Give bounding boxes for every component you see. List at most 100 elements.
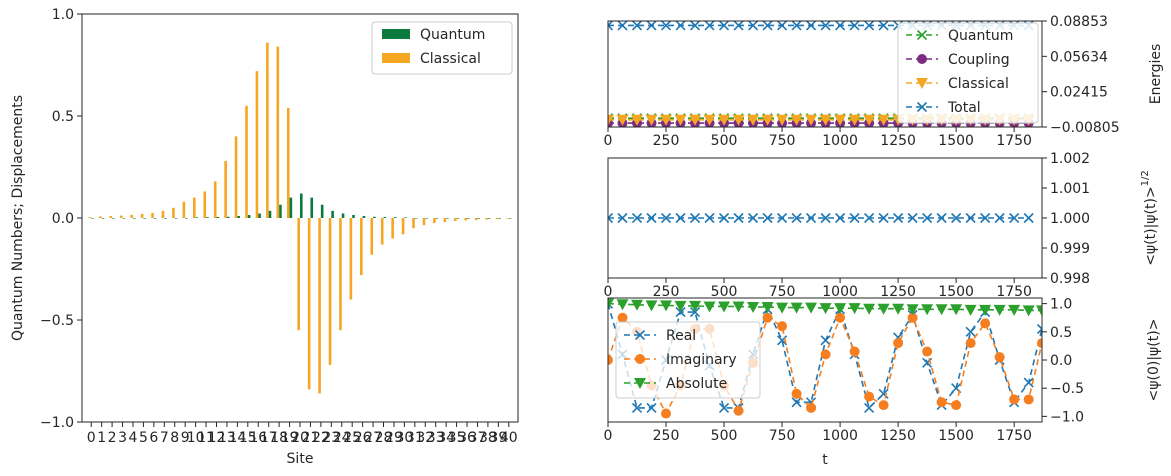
marker-classical-6 (689, 114, 702, 126)
x-tick-label: 38 (479, 430, 497, 446)
marker-absolute-14 (805, 302, 818, 314)
bar-classical-37 (474, 218, 478, 221)
marker-norm-28-b (1009, 212, 1020, 224)
x-tick-label: 750 (769, 284, 796, 300)
x-tick-label: 0 (604, 284, 613, 300)
x-tick-label: 32 (416, 430, 434, 446)
marker-absolute-27 (993, 304, 1006, 316)
legend-marker-absolute (634, 378, 646, 389)
bar-quantum-12 (216, 216, 220, 218)
marker-total-6 (689, 21, 701, 31)
bar-quantum-10 (195, 217, 199, 218)
bar-classical-39 (495, 218, 499, 220)
x-tick-label: 22 (312, 430, 330, 446)
marker-total-5 (675, 21, 686, 31)
marker-absolute-16 (834, 303, 847, 315)
x-tick-label: 16 (249, 430, 267, 446)
marker-total-16-b (835, 21, 846, 31)
marker-norm-18 (864, 212, 875, 224)
marker-absolute-29 (1022, 305, 1035, 317)
x-tick-label: 750 (769, 428, 796, 444)
x-tick-label: 18 (270, 430, 288, 446)
x-tick-label: 34 (437, 430, 455, 446)
bar-classical-17 (266, 42, 269, 219)
marker-absolute-23 (935, 304, 948, 316)
x-tick-label: 29 (385, 430, 403, 446)
marker-classical-8 (718, 114, 731, 126)
x-tick-label: 1500 (938, 428, 974, 444)
bar-quantum-27 (373, 216, 376, 218)
marker-absolute-9 (732, 301, 745, 313)
bar-quantum-28 (383, 216, 387, 218)
marker-norm-13 (791, 212, 802, 224)
x-tick-label: 250 (653, 284, 680, 300)
bar-quantum-39 (498, 218, 501, 219)
marker-absolute-4 (660, 300, 673, 312)
bar-quantum-40 (508, 218, 512, 219)
y-tick-label: 1.0 (52, 7, 74, 23)
marker-norm-4-b (660, 212, 672, 224)
x-axis-label: t (822, 452, 828, 468)
marker-imaginary-15 (820, 349, 831, 360)
marker-total-12-b (776, 21, 788, 31)
marker-norm-22-b (922, 212, 933, 224)
marker-real-13-b (791, 397, 802, 408)
x-tick-label: 12 (208, 430, 226, 446)
legend-label-imaginary: Imaginary (666, 352, 737, 368)
marker-norm-23-b (936, 212, 947, 224)
marker-norm-18-b (864, 212, 875, 224)
bar-quantum-3 (122, 218, 126, 219)
x-tick-label: 250 (653, 133, 680, 149)
marker-total-18-b (864, 21, 875, 31)
bar-quantum-4 (132, 218, 136, 219)
bar-classical-15 (245, 105, 248, 218)
bar-classical-14 (234, 136, 238, 218)
marker-imaginary-24 (951, 400, 962, 411)
marker-total-2 (631, 21, 643, 31)
bar-classical-31 (412, 218, 415, 229)
marker-norm-20-b (893, 212, 904, 224)
x-tick-label: 33 (427, 430, 445, 446)
bar-quantum-38 (487, 218, 491, 219)
legend-marker-real-b (634, 329, 646, 341)
x-tick-label: 500 (711, 133, 738, 149)
bar-classical-3 (119, 215, 123, 218)
bar-quantum-30 (404, 217, 407, 218)
marker-absolute-18 (863, 303, 876, 315)
marker-real-19-b (878, 388, 889, 399)
marker-norm-24 (951, 212, 962, 224)
marker-imaginary-26 (980, 318, 991, 329)
x-tick-label: 27 (364, 430, 382, 446)
y-axis-label-exponent: 1/2 (1140, 170, 1151, 186)
plot-frame (607, 20, 1043, 128)
marker-norm-11-b (762, 212, 773, 224)
bar-quantum-18 (279, 204, 282, 218)
marker-norm-27-b (994, 212, 1005, 224)
marker-classical-12 (776, 114, 789, 126)
marker-absolute-1 (616, 299, 629, 311)
marker-absolute-26 (979, 304, 992, 316)
x-tick-label: 1500 (938, 284, 974, 300)
x-tick-label: 1250 (880, 428, 916, 444)
x-tick-label: 31 (406, 430, 424, 446)
marker-absolute-25 (964, 304, 977, 316)
y-tick-label: 0.08853 (1050, 14, 1108, 30)
y-tick-label: 0.998 (1050, 271, 1090, 287)
x-tick-label: 500 (711, 284, 738, 300)
x-tick-label: 10 (187, 430, 205, 446)
marker-norm-9-b (733, 212, 744, 224)
bar-quantum-20 (300, 193, 303, 218)
marker-imaginary-1 (617, 312, 628, 323)
bar-classical-35 (453, 218, 457, 222)
marker-absolute-30 (1036, 305, 1042, 317)
bar-quantum-8 (174, 218, 178, 219)
marker-real-5-b (675, 307, 686, 318)
legend-marker-classical (916, 78, 928, 89)
marker-norm-1-b (617, 212, 628, 224)
marker-real-24-b (951, 383, 962, 394)
y-tick-label: −1.0 (1050, 409, 1084, 425)
y-axis-label: Energies (1148, 44, 1164, 105)
marker-real-8 (718, 402, 730, 413)
marker-real-25 (965, 326, 976, 337)
bar-classical-18 (276, 46, 280, 218)
